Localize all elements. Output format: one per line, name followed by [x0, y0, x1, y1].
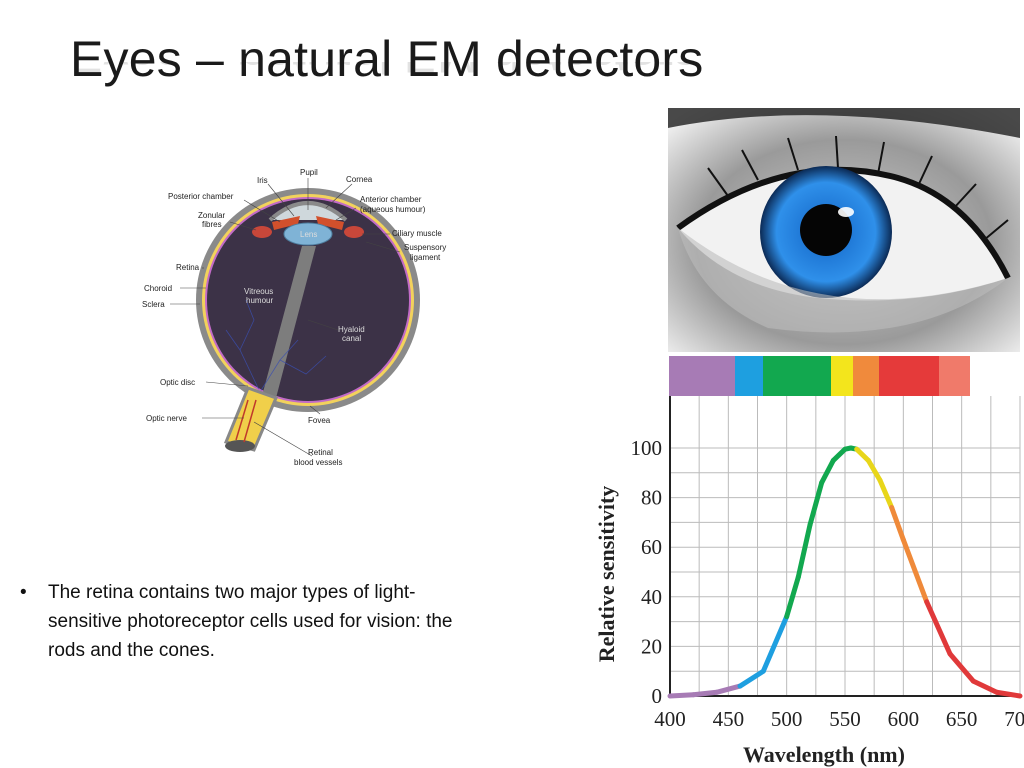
eye-anatomy-diagram: Pupil Iris Cornea Posterior chamber Ante…: [142, 168, 446, 467]
optic-disc-label: Optic disc: [160, 378, 195, 387]
suspensory-ligament-label: Suspensory: [404, 243, 446, 252]
y-tick-label: 0: [652, 684, 663, 708]
lens-shape: [283, 222, 333, 246]
suspensory-ligament-label-2: ligament: [410, 253, 441, 262]
hyaloid-canal-label: Hyaloid: [338, 325, 365, 334]
curve-segment: [807, 480, 825, 528]
curve-segment: [737, 668, 766, 689]
x-axis-label: Wavelength (nm): [743, 742, 905, 767]
bullet-point: • The retina contains two major types of…: [20, 578, 480, 665]
spectrum-band: [735, 356, 763, 396]
y-axis-label: Relative sensitivity: [594, 486, 619, 663]
sclera-label: Sclera: [142, 300, 165, 309]
eye-photo: [668, 108, 1020, 352]
x-tick-label: 450: [713, 707, 745, 731]
spectrum-band: [879, 356, 939, 396]
curve-segment: [784, 574, 801, 620]
spectrum-band: [831, 356, 853, 396]
x-tick-label: 400: [654, 707, 686, 731]
y-tick-label: 60: [641, 535, 662, 559]
curve-segment: [830, 446, 848, 463]
curve-segment: [889, 505, 906, 543]
slide-title: Eyes – natural EM detectors: [70, 31, 704, 87]
ciliary-muscle-label: Ciliary muscle: [392, 229, 442, 238]
vitreous-shape: [207, 199, 409, 401]
curve-segment: [667, 692, 696, 699]
y-tick-label: 80: [641, 486, 662, 510]
sensitivity-chart: 0 20 40 60 80 100 400 450 500 550 600 650 700 Wavel…: [594, 396, 1024, 767]
spectrum-band: [669, 356, 735, 396]
pupil-dark: [800, 204, 852, 256]
fovea-label: Fovea: [308, 416, 331, 425]
curve-segment: [760, 614, 790, 674]
x-tick-label: 700: [1004, 707, 1024, 731]
x-tick-label: 650: [946, 707, 978, 731]
optic-nerve-label: Optic nerve: [146, 414, 187, 423]
zonular-fibres-label: Zonular: [198, 211, 225, 220]
hyaloid-canal-shape: [262, 246, 316, 398]
curve-segment: [690, 689, 720, 698]
retinal-vessels-label: Retinal: [308, 448, 333, 457]
bullet-text: The retina contains two major types of l…: [48, 582, 453, 661]
lens-label: Lens: [300, 230, 317, 239]
iris-label: Iris: [257, 176, 268, 185]
spectrum-band: [763, 356, 831, 396]
curve-segment: [994, 689, 1023, 699]
curve-segment: [970, 678, 1000, 695]
retina-label: Retina: [176, 263, 200, 272]
curve-segment: [854, 446, 871, 463]
vitreous-humour-label: Vitreous: [244, 287, 273, 296]
cornea-label: Cornea: [346, 175, 373, 184]
vitreous-humour-label-2: humour: [246, 296, 273, 305]
x-tick-label: 500: [771, 707, 803, 731]
x-tick-label: 550: [829, 707, 861, 731]
visible-spectrum-bar: [669, 356, 970, 396]
spectrum-band: [853, 356, 879, 396]
zonular-fibres-label-2: fibres: [202, 220, 222, 229]
retinal-vessels-label-2: blood vessels: [294, 458, 342, 467]
curve-segment: [900, 537, 930, 605]
choroid-label: Choroid: [144, 284, 172, 293]
y-tick-label: 20: [641, 634, 662, 658]
posterior-chamber-label: Posterior chamber: [168, 192, 234, 201]
pupil-label: Pupil: [300, 168, 318, 177]
anterior-chamber-label-2: (aqueous humour): [360, 205, 426, 214]
curve-segment: [924, 599, 953, 657]
spectrum-band: [939, 356, 970, 396]
curve-segment: [947, 651, 976, 684]
curve-segment: [795, 522, 813, 580]
curve-segment: [877, 477, 895, 511]
iris-shape: [272, 216, 300, 230]
curve-segment: [865, 457, 883, 483]
curve-segment: [819, 457, 836, 486]
hyaloid-canal-label-2: canal: [342, 334, 361, 343]
bullet-marker: •: [20, 582, 27, 603]
y-tick-label: 100: [631, 436, 663, 460]
slide-title-reflection: Eyes – natural EM detectors: [70, 62, 698, 84]
x-tick-label: 600: [888, 707, 920, 731]
curve-segment: [714, 683, 743, 695]
anterior-chamber-label: Anterior chamber: [360, 195, 422, 204]
y-tick-label: 40: [641, 585, 662, 609]
